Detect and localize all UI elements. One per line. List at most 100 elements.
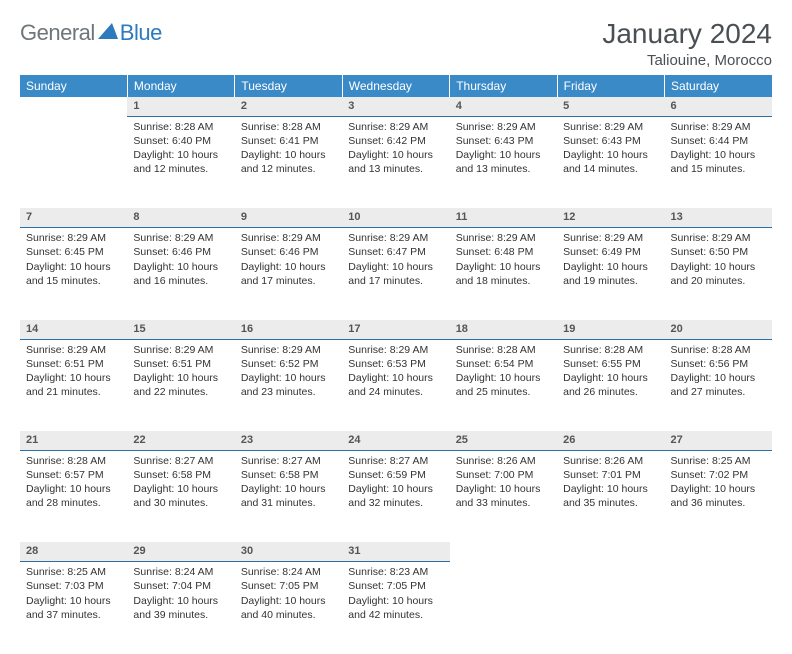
daylight-line-1: Daylight: 10 hours: [348, 260, 443, 274]
sunset-line: Sunset: 6:45 PM: [26, 245, 121, 259]
month-title: January 2024: [602, 18, 772, 50]
sunset-line: Sunset: 7:00 PM: [456, 468, 551, 482]
sunset-line: Sunset: 6:51 PM: [133, 357, 228, 371]
sunrise-line: Sunrise: 8:27 AM: [241, 454, 336, 468]
sunset-line: Sunset: 7:01 PM: [563, 468, 658, 482]
sunrise-line: Sunrise: 8:29 AM: [456, 120, 551, 134]
sunrise-line: Sunrise: 8:29 AM: [133, 343, 228, 357]
calendar-table: SundayMondayTuesdayWednesdayThursdayFrid…: [20, 75, 772, 654]
day-number-cell: 29: [127, 542, 234, 561]
daylight-line-2: and 15 minutes.: [26, 274, 121, 288]
day-number-cell: [450, 542, 557, 561]
sunrise-line: Sunrise: 8:26 AM: [563, 454, 658, 468]
day-number-cell: 16: [235, 320, 342, 339]
day-number-cell: 18: [450, 320, 557, 339]
sunrise-line: Sunrise: 8:29 AM: [348, 120, 443, 134]
daylight-line-1: Daylight: 10 hours: [348, 148, 443, 162]
sunrise-line: Sunrise: 8:28 AM: [133, 120, 228, 134]
sunset-line: Sunset: 6:55 PM: [563, 357, 658, 371]
sunset-line: Sunset: 6:43 PM: [563, 134, 658, 148]
content-row: Sunrise: 8:25 AMSunset: 7:03 PMDaylight:…: [20, 562, 772, 654]
day-number-cell: [665, 542, 772, 561]
day-content-cell: Sunrise: 8:29 AMSunset: 6:49 PMDaylight:…: [557, 228, 664, 320]
weekday-header: Tuesday: [235, 75, 342, 97]
sunrise-line: Sunrise: 8:25 AM: [671, 454, 766, 468]
daylight-line-2: and 12 minutes.: [133, 162, 228, 176]
day-content-cell: Sunrise: 8:24 AMSunset: 7:04 PMDaylight:…: [127, 562, 234, 654]
day-content-cell: Sunrise: 8:29 AMSunset: 6:46 PMDaylight:…: [235, 228, 342, 320]
daylight-line-1: Daylight: 10 hours: [241, 594, 336, 608]
daylight-line-2: and 40 minutes.: [241, 608, 336, 622]
weekday-header: Thursday: [450, 75, 557, 97]
sunrise-line: Sunrise: 8:24 AM: [241, 565, 336, 579]
day-content-cell: Sunrise: 8:29 AMSunset: 6:42 PMDaylight:…: [342, 116, 449, 208]
daylight-line-1: Daylight: 10 hours: [456, 482, 551, 496]
daylight-line-1: Daylight: 10 hours: [671, 482, 766, 496]
day-number-cell: 14: [20, 320, 127, 339]
day-content-cell: Sunrise: 8:29 AMSunset: 6:52 PMDaylight:…: [235, 339, 342, 431]
day-number-cell: 3: [342, 97, 449, 116]
sunrise-line: Sunrise: 8:28 AM: [26, 454, 121, 468]
sunset-line: Sunset: 6:59 PM: [348, 468, 443, 482]
sunset-line: Sunset: 6:41 PM: [241, 134, 336, 148]
day-content-cell: Sunrise: 8:27 AMSunset: 6:58 PMDaylight:…: [235, 450, 342, 542]
day-content-cell: Sunrise: 8:29 AMSunset: 6:45 PMDaylight:…: [20, 228, 127, 320]
daylight-line-1: Daylight: 10 hours: [26, 594, 121, 608]
daynum-row: 78910111213: [20, 208, 772, 227]
daylight-line-1: Daylight: 10 hours: [348, 482, 443, 496]
sunrise-line: Sunrise: 8:28 AM: [241, 120, 336, 134]
sunset-line: Sunset: 6:58 PM: [241, 468, 336, 482]
sunset-line: Sunset: 6:53 PM: [348, 357, 443, 371]
daylight-line-2: and 25 minutes.: [456, 385, 551, 399]
sunset-line: Sunset: 6:50 PM: [671, 245, 766, 259]
daylight-line-1: Daylight: 10 hours: [241, 148, 336, 162]
sunrise-line: Sunrise: 8:29 AM: [671, 231, 766, 245]
daylight-line-1: Daylight: 10 hours: [26, 371, 121, 385]
sunset-line: Sunset: 6:48 PM: [456, 245, 551, 259]
day-content-cell: Sunrise: 8:29 AMSunset: 6:53 PMDaylight:…: [342, 339, 449, 431]
sunset-line: Sunset: 6:46 PM: [241, 245, 336, 259]
day-content-cell: Sunrise: 8:26 AMSunset: 7:00 PMDaylight:…: [450, 450, 557, 542]
daylight-line-2: and 13 minutes.: [348, 162, 443, 176]
day-number-cell: 7: [20, 208, 127, 227]
sunrise-line: Sunrise: 8:29 AM: [671, 120, 766, 134]
sunrise-line: Sunrise: 8:26 AM: [456, 454, 551, 468]
daylight-line-1: Daylight: 10 hours: [241, 482, 336, 496]
weekday-header: Saturday: [665, 75, 772, 97]
day-number-cell: 12: [557, 208, 664, 227]
day-content-cell: Sunrise: 8:29 AMSunset: 6:50 PMDaylight:…: [665, 228, 772, 320]
sunrise-line: Sunrise: 8:28 AM: [671, 343, 766, 357]
sunset-line: Sunset: 6:47 PM: [348, 245, 443, 259]
daylight-line-1: Daylight: 10 hours: [133, 482, 228, 496]
daylight-line-2: and 18 minutes.: [456, 274, 551, 288]
day-content-cell: Sunrise: 8:27 AMSunset: 6:59 PMDaylight:…: [342, 450, 449, 542]
sunrise-line: Sunrise: 8:25 AM: [26, 565, 121, 579]
day-number-cell: 11: [450, 208, 557, 227]
day-content-cell: [665, 562, 772, 654]
daylight-line-2: and 21 minutes.: [26, 385, 121, 399]
sunrise-line: Sunrise: 8:28 AM: [456, 343, 551, 357]
daylight-line-2: and 22 minutes.: [133, 385, 228, 399]
day-content-cell: Sunrise: 8:27 AMSunset: 6:58 PMDaylight:…: [127, 450, 234, 542]
sunset-line: Sunset: 7:05 PM: [348, 579, 443, 593]
sunrise-line: Sunrise: 8:29 AM: [26, 343, 121, 357]
day-number-cell: 10: [342, 208, 449, 227]
daylight-line-2: and 26 minutes.: [563, 385, 658, 399]
sunset-line: Sunset: 6:52 PM: [241, 357, 336, 371]
daylight-line-2: and 32 minutes.: [348, 496, 443, 510]
day-number-cell: [20, 97, 127, 116]
daynum-row: 123456: [20, 97, 772, 116]
sunset-line: Sunset: 7:04 PM: [133, 579, 228, 593]
daylight-line-1: Daylight: 10 hours: [671, 148, 766, 162]
weekday-header: Wednesday: [342, 75, 449, 97]
day-number-cell: 9: [235, 208, 342, 227]
sunset-line: Sunset: 7:02 PM: [671, 468, 766, 482]
daylight-line-1: Daylight: 10 hours: [456, 260, 551, 274]
day-number-cell: 6: [665, 97, 772, 116]
daylight-line-1: Daylight: 10 hours: [133, 594, 228, 608]
day-content-cell: Sunrise: 8:29 AMSunset: 6:48 PMDaylight:…: [450, 228, 557, 320]
daylight-line-2: and 14 minutes.: [563, 162, 658, 176]
day-content-cell: [450, 562, 557, 654]
title-block: January 2024 Taliouine, Morocco: [602, 18, 772, 69]
sunset-line: Sunset: 6:49 PM: [563, 245, 658, 259]
